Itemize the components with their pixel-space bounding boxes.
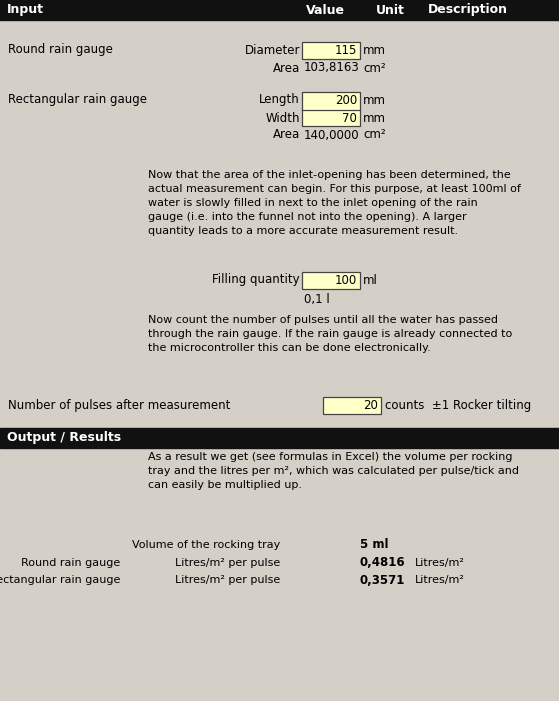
Text: Number of pulses after measurement: Number of pulses after measurement — [8, 398, 230, 411]
Text: Length: Length — [259, 93, 300, 107]
Text: water is slowly filled in next to the inlet opening of the rain: water is slowly filled in next to the in… — [148, 198, 478, 208]
Text: Rectangular rain gauge: Rectangular rain gauge — [0, 575, 120, 585]
Text: Volume of the rocking tray: Volume of the rocking tray — [132, 540, 280, 550]
Text: quantity leads to a more accurate measurement result.: quantity leads to a more accurate measur… — [148, 226, 458, 236]
Text: mm: mm — [363, 43, 386, 57]
Bar — [0, 428, 559, 448]
Text: Width: Width — [266, 111, 300, 125]
Text: cm²: cm² — [363, 128, 386, 142]
Text: Input: Input — [7, 4, 44, 17]
Text: mm: mm — [363, 93, 386, 107]
Text: Filling quantity: Filling quantity — [212, 273, 300, 287]
Text: cm²: cm² — [363, 62, 386, 74]
Text: Litres/m²: Litres/m² — [415, 558, 465, 568]
Text: 0,4816: 0,4816 — [360, 557, 406, 569]
Text: ml: ml — [363, 273, 378, 287]
Text: can easily be multiplied up.: can easily be multiplied up. — [148, 480, 302, 490]
Text: Now count the number of pulses until all the water has passed: Now count the number of pulses until all… — [148, 315, 498, 325]
Text: Area: Area — [273, 128, 300, 142]
Text: Rectangular rain gauge: Rectangular rain gauge — [8, 93, 147, 107]
Text: 70: 70 — [342, 111, 357, 125]
Text: Now that the area of the inlet-opening has been determined, the: Now that the area of the inlet-opening h… — [148, 170, 511, 180]
Text: 103,8163: 103,8163 — [304, 62, 360, 74]
Text: 200: 200 — [335, 93, 357, 107]
Text: 20: 20 — [363, 399, 378, 412]
Text: 100: 100 — [335, 274, 357, 287]
Text: 0,1 l: 0,1 l — [304, 294, 330, 306]
Text: Litres/m²: Litres/m² — [415, 575, 465, 585]
Text: Unit: Unit — [376, 4, 405, 17]
Bar — [323, 397, 381, 414]
Text: through the rain gauge. If the rain gauge is already connected to: through the rain gauge. If the rain gaug… — [148, 329, 512, 339]
Text: mm: mm — [363, 111, 386, 125]
Text: Round rain gauge: Round rain gauge — [8, 43, 113, 57]
Bar — [302, 42, 360, 59]
Text: Output / Results: Output / Results — [7, 432, 121, 444]
Text: Litres/m² per pulse: Litres/m² per pulse — [175, 558, 280, 568]
Text: Area: Area — [273, 62, 300, 74]
Text: 115: 115 — [335, 44, 357, 57]
Text: counts  ±1 Rocker tilting: counts ±1 Rocker tilting — [385, 398, 531, 411]
Text: Description: Description — [428, 4, 508, 17]
Text: As a result we get (see formulas in Excel) the volume per rocking: As a result we get (see formulas in Exce… — [148, 452, 513, 462]
Bar — [0, 0, 559, 20]
Text: 140,0000: 140,0000 — [304, 128, 359, 142]
Text: actual measurement can begin. For this purpose, at least 100ml of: actual measurement can begin. For this p… — [148, 184, 521, 194]
Text: tray and the litres per m², which was calculated per pulse/tick and: tray and the litres per m², which was ca… — [148, 466, 519, 476]
Text: 0,3571: 0,3571 — [360, 573, 405, 587]
Text: Round rain gauge: Round rain gauge — [21, 558, 120, 568]
Bar — [302, 272, 360, 289]
Text: Value: Value — [306, 4, 344, 17]
Text: Diameter: Diameter — [244, 43, 300, 57]
Text: gauge (i.e. into the funnel not into the opening). A larger: gauge (i.e. into the funnel not into the… — [148, 212, 467, 222]
Text: the microcontroller this can be done electronically.: the microcontroller this can be done ele… — [148, 343, 431, 353]
Text: Litres/m² per pulse: Litres/m² per pulse — [175, 575, 280, 585]
Text: 5 ml: 5 ml — [360, 538, 389, 552]
Bar — [302, 92, 360, 126]
